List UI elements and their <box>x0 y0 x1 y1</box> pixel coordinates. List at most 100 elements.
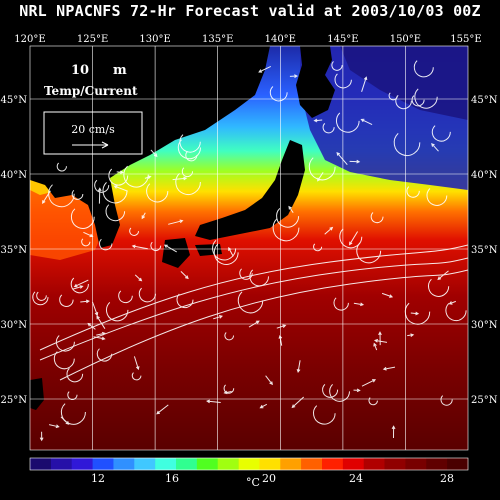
colorbar-tick-label: 24 <box>349 472 363 485</box>
current-vector <box>411 95 425 107</box>
land-kyushu <box>162 238 190 268</box>
colorbar-swatch <box>176 458 198 470</box>
current-vector <box>224 332 235 341</box>
lat-label: 45°N <box>471 95 498 106</box>
lon-label: 155°E <box>450 34 481 45</box>
reference-arrow-head <box>101 141 109 149</box>
current-vector <box>276 208 300 228</box>
current-vector <box>168 219 184 225</box>
current-vector <box>108 168 129 186</box>
lat-label: 30°N <box>471 320 498 331</box>
colorbar-swatch <box>30 458 52 470</box>
current-vector <box>131 244 148 250</box>
current-vector <box>336 151 348 166</box>
colorbar-tick-label: 16 <box>165 472 179 485</box>
current-vector <box>113 185 128 192</box>
colorbar-swatch <box>363 458 385 470</box>
current-vector <box>373 338 388 343</box>
current-vector <box>378 331 382 346</box>
current-vector <box>308 157 336 181</box>
colorbar-tick-label: 20 <box>262 472 276 485</box>
current-vector <box>163 244 177 253</box>
lat-label: 40°N <box>1 170 28 181</box>
current-vector <box>361 379 377 387</box>
lon-label: 130°E <box>139 34 170 45</box>
colorbar-swatch <box>71 458 93 470</box>
lat-label: 35°N <box>1 245 28 256</box>
colorbar-swatch <box>50 458 73 470</box>
current-vector <box>60 403 86 425</box>
current-vector <box>382 366 396 371</box>
current-vector <box>53 351 75 370</box>
lon-label: 145°E <box>327 34 358 45</box>
current-vector <box>431 143 439 152</box>
current-vector <box>73 279 89 288</box>
current-vector <box>32 291 49 306</box>
current-vector <box>393 133 421 156</box>
colorbar-tick-label: 28 <box>440 472 454 485</box>
map-title: NRL NPACNFS 72-Hr Forecast valid at 2003… <box>19 2 481 20</box>
current-vector <box>134 274 143 282</box>
current-vector <box>96 348 113 362</box>
current-vector <box>96 315 106 329</box>
current-vector <box>144 175 152 180</box>
current-vector <box>212 239 237 261</box>
current-vector <box>272 218 300 242</box>
colorbar-swatch <box>217 458 239 470</box>
field-label: Temp/Current <box>44 84 138 98</box>
current-vector <box>123 165 149 188</box>
current-vector <box>223 384 235 394</box>
current-vector <box>56 162 67 172</box>
lon-label: 120°E <box>14 34 45 45</box>
current-vector <box>410 311 420 316</box>
land-honshu <box>195 140 305 240</box>
current-vector <box>80 299 90 304</box>
current-vector <box>99 238 113 251</box>
colorbar-swatch <box>342 458 365 470</box>
current-vector <box>177 139 202 160</box>
current-vector <box>206 399 221 404</box>
current-vector <box>324 226 334 235</box>
lat-label: 45°N <box>1 95 28 106</box>
current-vector <box>381 292 394 298</box>
current-vector <box>48 424 60 429</box>
current-vector <box>353 302 365 307</box>
current-vector <box>133 356 140 371</box>
colorbar-swatch <box>259 458 281 470</box>
colorbar-swatch <box>155 458 177 470</box>
current-vector <box>313 118 323 123</box>
current-vector <box>141 212 146 220</box>
current-vector <box>94 179 110 193</box>
current-vector <box>131 372 142 381</box>
current-vector <box>258 65 272 73</box>
current-vector <box>185 151 198 162</box>
colorbar-swatch <box>134 458 156 470</box>
land-masses <box>30 46 335 410</box>
current-vector <box>388 92 398 101</box>
current-vector <box>445 302 467 322</box>
current-vector <box>334 73 352 89</box>
current-streamline <box>39 257 468 361</box>
current-vector <box>102 182 128 204</box>
longitude-labels: 120°E 125°E 130°E 135°E 140°E 145°E 150°… <box>14 34 481 45</box>
colorbar-swatch <box>405 458 427 470</box>
current-vector <box>118 290 133 304</box>
colorbar-tick-label: 12 <box>91 472 105 485</box>
current-vector <box>322 123 335 134</box>
colorbar-swatch <box>280 458 302 470</box>
lon-label: 150°E <box>390 34 421 45</box>
current-vector <box>237 291 264 314</box>
colorbar <box>29 457 469 471</box>
current-vector <box>440 395 453 406</box>
colorbar-unit: °C <box>246 476 260 489</box>
current-vector <box>391 425 396 439</box>
current-vector <box>138 287 156 303</box>
current-vector <box>331 61 343 71</box>
current-vector <box>407 333 415 337</box>
current-vector <box>97 187 102 204</box>
colorbar-swatch <box>322 458 344 470</box>
current-vector <box>349 159 361 164</box>
current-vector <box>66 368 84 383</box>
colorbar-swatch <box>301 458 323 470</box>
